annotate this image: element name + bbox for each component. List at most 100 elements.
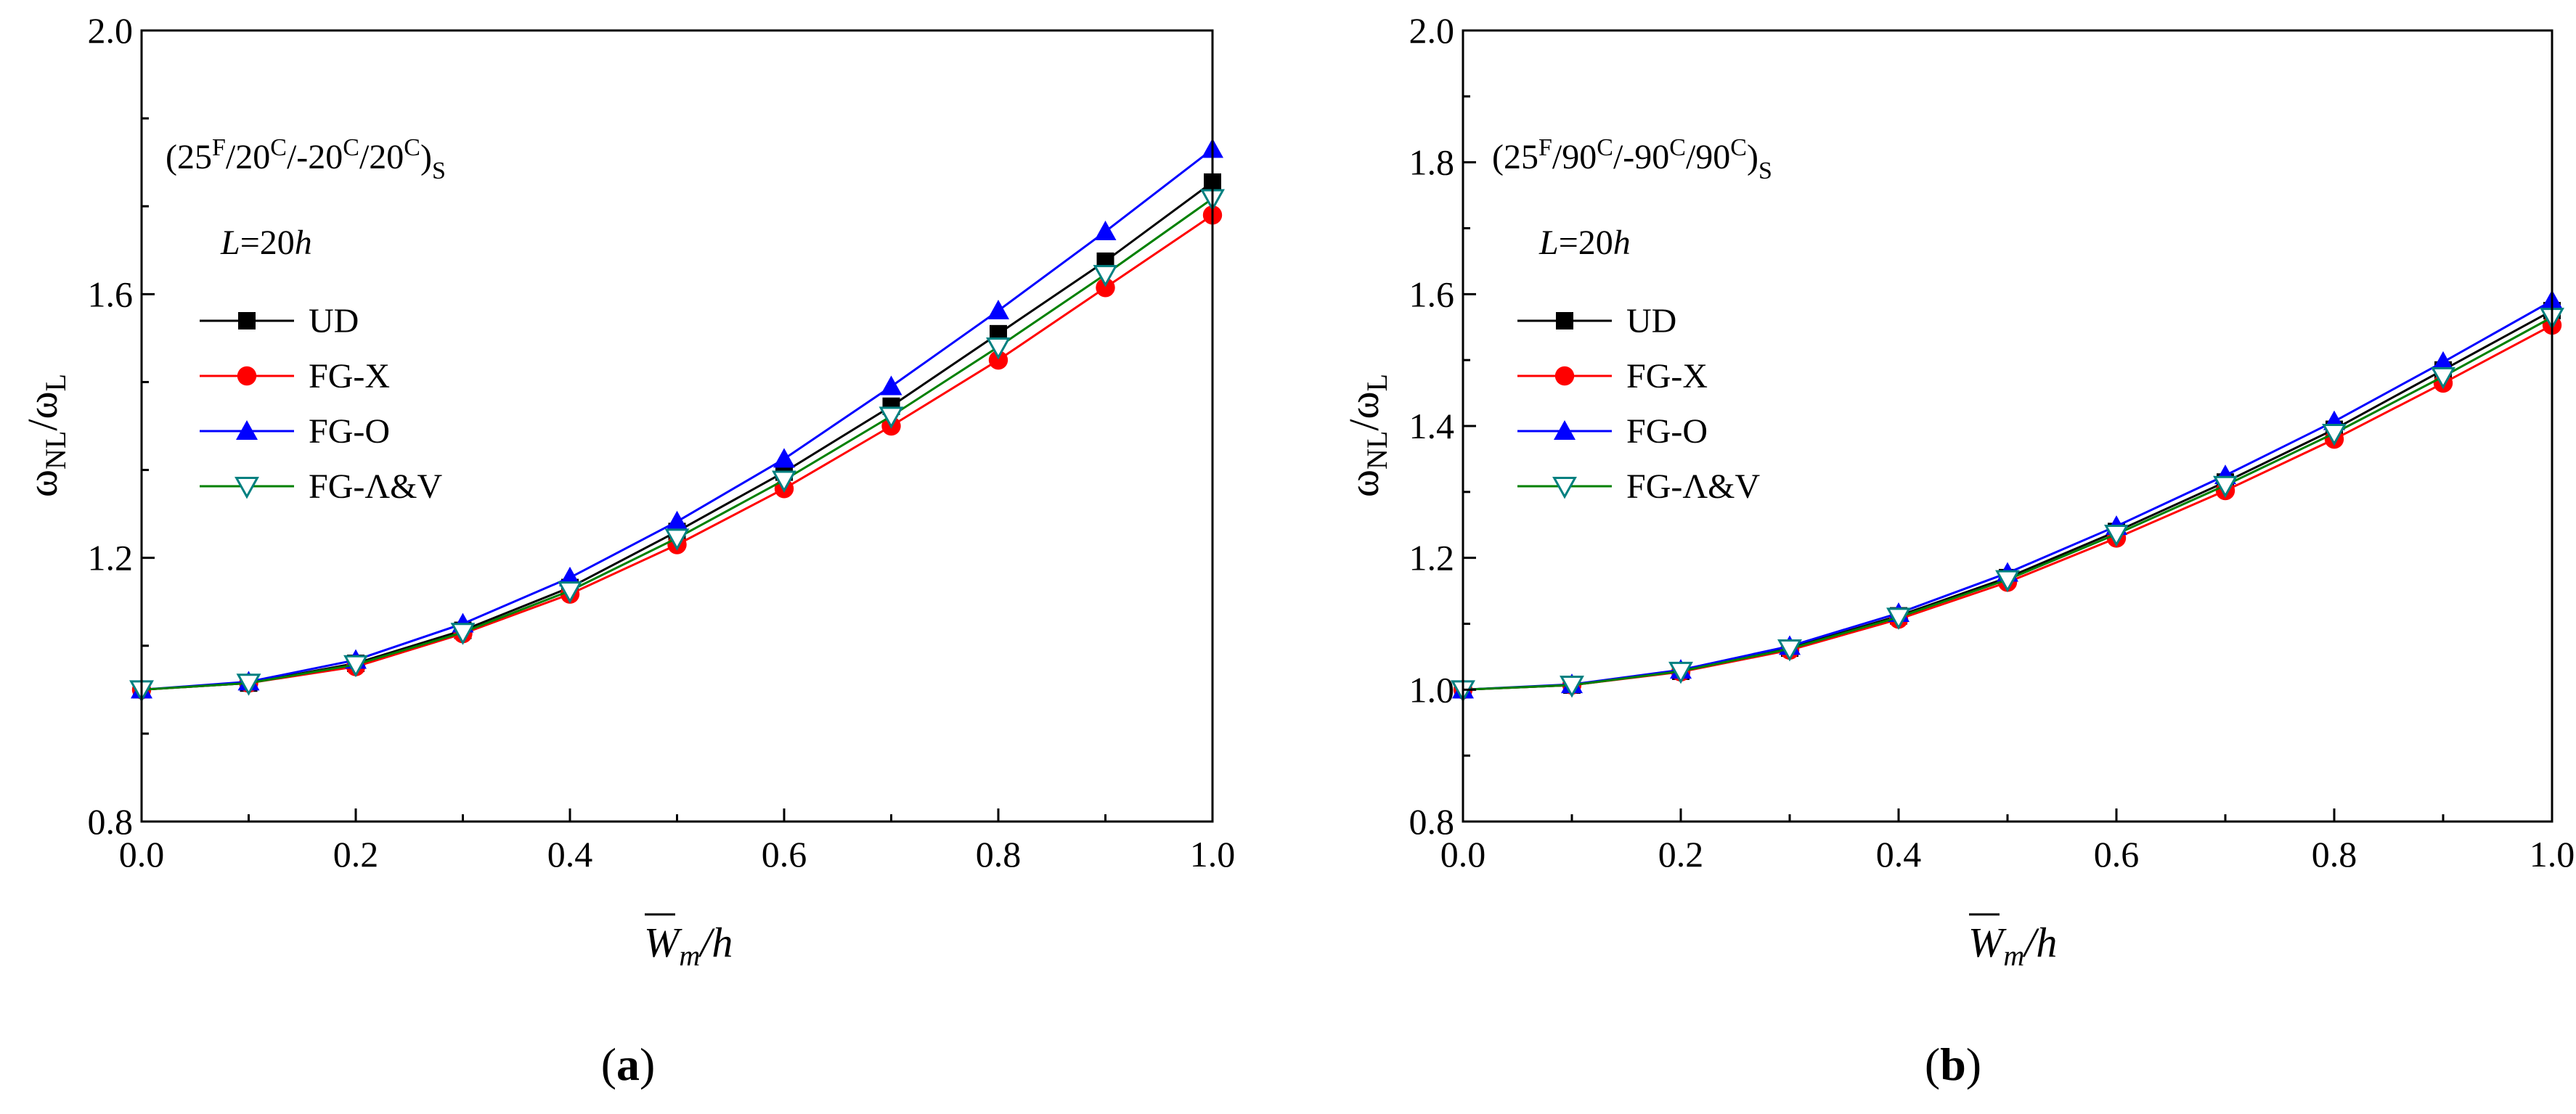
x-axis-title-a: Wm/h xyxy=(644,913,733,972)
x-axis-title-text-a: Wm/h xyxy=(644,919,733,972)
legend-b: UD FG-X FG-O FG-Λ&V xyxy=(1517,302,1760,506)
series-fg-x xyxy=(1453,315,2562,700)
tick-labels-b: 0.0 0.2 0.4 0.6 0.8 1.0 0.8 1.0 1.2 1.4 1.6 1.8 2.0 xyxy=(1409,10,2575,875)
data-point xyxy=(2431,366,2455,390)
y-tick-label: 1.6 xyxy=(1409,274,1455,314)
data-point xyxy=(987,300,1009,320)
series-fg-v xyxy=(129,189,1225,703)
data-point xyxy=(450,623,476,645)
x-tick-label: 0.0 xyxy=(119,834,165,875)
x-tick-label: 0.6 xyxy=(762,834,807,875)
legend-label: UD xyxy=(1626,302,1676,340)
legend-marker xyxy=(1552,476,1577,499)
y-tick-label: 0.8 xyxy=(1409,801,1455,842)
legend-marker xyxy=(236,420,258,440)
length-annotation-b: L=20h xyxy=(1538,224,1631,262)
data-point xyxy=(1094,221,1117,241)
data-point xyxy=(1560,675,1584,698)
legend-marker xyxy=(235,476,259,499)
legend-entry: UD xyxy=(1517,302,1676,340)
x-tick-label: 0.6 xyxy=(2094,834,2140,875)
length-annotation-a: L=20h xyxy=(220,224,312,262)
legend-marker xyxy=(1554,420,1576,440)
series-fg-o xyxy=(131,138,1223,699)
y-axis-title-a: ωNL/ωL xyxy=(19,374,72,497)
data-point xyxy=(986,337,1011,360)
chart-panel-b: 0.0 0.2 0.4 0.6 0.8 1.00.81.01.21.41.61.82.0 … xyxy=(1340,10,2575,1090)
data-point xyxy=(2104,524,2129,547)
data-point xyxy=(988,350,1008,370)
x-axis-title-text-b: Wm/h xyxy=(1968,919,2057,972)
x-tick-label: 1.0 xyxy=(1190,834,1236,875)
x-axis-title-b: Wm/h xyxy=(1968,913,2057,972)
x-tick-label: 0.4 xyxy=(1876,834,1922,875)
data-point xyxy=(558,581,582,604)
layup-annotation-b: (25F/90C/-90C/90C)S xyxy=(1492,134,1772,184)
legend-label: FG-O xyxy=(309,412,390,451)
legend-label: FG-Λ&V xyxy=(309,467,442,506)
axis-ticks-a xyxy=(140,29,1214,823)
chart-panel-a: 0.0 0.2 0.4 0.6 0.8 1.0 0.8 1.2 1.6 2.0 (25F/20C/… xyxy=(19,10,1235,1090)
legend-entry: FG-X xyxy=(1517,357,1708,396)
legend-entry: FG-X xyxy=(200,357,390,396)
data-point xyxy=(879,406,904,429)
series-fg-x xyxy=(131,205,1223,700)
panel-label-a: (a) xyxy=(601,1039,656,1090)
y-tick-label: 1.8 xyxy=(1409,142,1455,183)
data-point xyxy=(1096,278,1115,298)
axis-ticks-b xyxy=(1462,29,2553,823)
data-point xyxy=(2322,423,2347,446)
data-point xyxy=(1886,607,1911,630)
series-line xyxy=(141,214,1213,691)
legend-marker xyxy=(237,366,257,386)
legend-a: UD FG-X FG-O FG-Λ&V xyxy=(200,302,442,506)
plot-area-b xyxy=(1451,290,2564,703)
data-point xyxy=(773,448,795,468)
data-point xyxy=(772,470,796,493)
data-point xyxy=(343,655,368,678)
y-tick-label: 1.6 xyxy=(88,274,134,314)
data-point xyxy=(664,528,690,551)
x-tick-label: 0.4 xyxy=(547,834,593,875)
y-tick-label: 0.8 xyxy=(88,801,134,842)
data-point xyxy=(1093,265,1118,287)
data-point xyxy=(1668,661,1693,684)
x-tick-label: 0.2 xyxy=(1658,834,1704,875)
legend-entry: FG-O xyxy=(1517,412,1708,451)
y-tick-label: 1.0 xyxy=(1409,669,1455,710)
series-ud xyxy=(1454,302,2561,699)
data-point xyxy=(2432,351,2454,371)
y-tick-label: 2.0 xyxy=(1409,10,1455,51)
legend-label: FG-X xyxy=(309,357,390,396)
legend-entry: FG-O xyxy=(200,412,390,451)
y-tick-label: 2.0 xyxy=(88,10,134,51)
series-fg-o xyxy=(1452,290,2563,699)
data-point xyxy=(880,375,902,396)
panel-label-b: (b) xyxy=(1925,1039,1981,1090)
y-tick-label: 1.4 xyxy=(1409,406,1455,446)
x-tick-label: 0.8 xyxy=(2312,834,2357,875)
tick-labels-a: 0.0 0.2 0.4 0.6 0.8 1.0 0.8 1.2 1.6 2.0 xyxy=(88,10,1236,875)
legend-entry: FG-Λ&V xyxy=(1517,467,1760,506)
x-tick-label: 0.2 xyxy=(333,834,379,875)
x-tick-label: 0.0 xyxy=(1440,834,1486,875)
plot-area-a xyxy=(129,138,1225,703)
data-point xyxy=(666,510,688,531)
y-tick-label: 1.2 xyxy=(88,538,134,578)
legend-marker xyxy=(238,312,256,329)
legend-label: FG-X xyxy=(1626,357,1708,396)
series-fg-v xyxy=(1451,308,2564,703)
legend-label: FG-Λ&V xyxy=(1626,467,1760,506)
x-tick-label: 0.8 xyxy=(976,834,1022,875)
data-point xyxy=(2213,475,2238,499)
data-point xyxy=(1777,639,1802,662)
data-point xyxy=(1995,570,2020,593)
legend-entry: UD xyxy=(200,302,359,340)
data-point xyxy=(236,673,261,696)
legend-label: FG-O xyxy=(1626,412,1708,451)
y-tick-label: 1.2 xyxy=(1409,538,1455,578)
legend-marker xyxy=(1554,366,1575,386)
legend-entry: FG-Λ&V xyxy=(200,467,442,506)
y-axis-title-b: ωNL/ωL xyxy=(1340,374,1393,497)
